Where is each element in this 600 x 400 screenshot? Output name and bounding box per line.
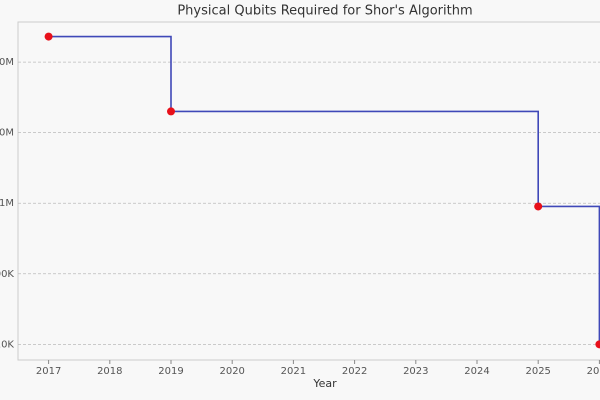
x-tick-label: 2024	[464, 366, 489, 377]
y-tick-label: 100M	[0, 57, 14, 68]
x-tick-label: 2020	[219, 366, 244, 377]
x-tick-label: 2018	[97, 366, 122, 377]
plot-area	[17, 21, 600, 361]
step-line	[48, 35, 600, 345]
x-tick-label: 2017	[36, 366, 61, 377]
x-tick-label: 2026	[587, 366, 600, 377]
y-tick-label: 1M	[0, 198, 14, 209]
point	[595, 340, 600, 349]
y-tick-label: 10K	[0, 339, 14, 350]
point	[44, 32, 53, 41]
chart-title: Physical Qubits Required for Shor's Algo…	[177, 4, 472, 19]
x-tick-label: 2019	[158, 366, 183, 377]
y-tick-label: 100K	[0, 269, 14, 280]
x-tick-label: 2023	[403, 366, 428, 377]
point	[167, 107, 175, 116]
x-tick-label: 2025	[525, 366, 550, 377]
x-tick-label: 2021	[281, 366, 306, 377]
y-tick-label: 10M	[0, 128, 14, 139]
point	[534, 202, 543, 211]
x-tick-label: 2022	[342, 366, 367, 377]
x-axis-label: Year	[312, 377, 337, 390]
